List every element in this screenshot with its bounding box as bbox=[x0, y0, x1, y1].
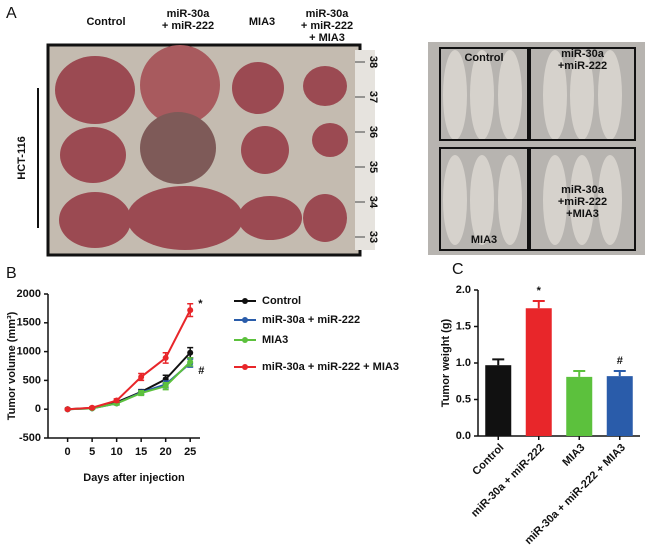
label-line: MIA3 bbox=[249, 16, 275, 28]
label-line: miR-30a bbox=[561, 48, 605, 60]
label-line: +miR-222 bbox=[558, 60, 607, 72]
y-tick-label: 1.0 bbox=[456, 357, 471, 369]
marker bbox=[187, 349, 194, 356]
y-tick-label: -500 bbox=[19, 432, 41, 444]
marker bbox=[138, 373, 145, 380]
ruler-number: 36 bbox=[367, 126, 379, 138]
y-axis-label: Tumor weight (g) bbox=[440, 318, 452, 407]
x-tick-label: 0 bbox=[65, 446, 71, 458]
x-tick-label: Control bbox=[470, 442, 506, 478]
ruler bbox=[355, 50, 375, 250]
legend-marker bbox=[242, 364, 248, 370]
marker bbox=[162, 354, 169, 361]
bar bbox=[566, 376, 593, 436]
y-tick-label: 1.5 bbox=[456, 320, 471, 332]
row-label: HCT-116 bbox=[16, 136, 28, 179]
marker bbox=[89, 404, 96, 411]
label-line: + miR-222 bbox=[301, 20, 353, 32]
group-box bbox=[439, 147, 529, 251]
marker bbox=[187, 307, 194, 314]
bar bbox=[485, 365, 512, 436]
marker bbox=[138, 390, 145, 397]
annotation: # bbox=[198, 365, 204, 377]
error-bar bbox=[492, 358, 505, 366]
x-axis-label: Days after injection bbox=[83, 472, 185, 484]
label-line: miR-30a bbox=[306, 8, 350, 20]
error-bar bbox=[573, 370, 586, 377]
ruler-number: 33 bbox=[367, 231, 379, 243]
legend-marker bbox=[242, 337, 248, 343]
bar bbox=[525, 308, 552, 436]
y-axis-label: Tumor volume (mm³) bbox=[6, 311, 18, 420]
panel-label: A bbox=[6, 5, 17, 22]
label-line: miR-30a bbox=[561, 184, 605, 196]
x-tick-label: miR-30a + miR-222 bbox=[469, 442, 547, 520]
series-line bbox=[67, 362, 191, 411]
x-tick-label: 15 bbox=[135, 446, 147, 458]
x-tick-label: 10 bbox=[111, 446, 123, 458]
label-line: Control bbox=[464, 52, 503, 64]
label-line: + miR-222 bbox=[162, 20, 214, 32]
marker bbox=[187, 358, 194, 365]
error-bar bbox=[532, 299, 545, 309]
y-tick-label: 2000 bbox=[17, 288, 41, 300]
label-line: Control bbox=[86, 16, 125, 28]
y-tick-label: 2.0 bbox=[456, 284, 471, 296]
x-tick-label: 20 bbox=[160, 446, 172, 458]
legend-label: Control bbox=[262, 295, 301, 307]
y-tick-label: 0.5 bbox=[456, 393, 471, 405]
panel-label: C bbox=[452, 261, 464, 278]
legend-label: miR-30a + miR-222 bbox=[262, 314, 360, 326]
marker bbox=[64, 406, 71, 413]
label-line: + MIA3 bbox=[309, 32, 345, 44]
y-tick-label: 0.0 bbox=[456, 430, 471, 442]
error-bar bbox=[613, 370, 626, 377]
label-line: miR-30a bbox=[167, 8, 211, 20]
legend-label: miR-30a + miR-222 + MIA3 bbox=[262, 361, 399, 373]
label-line: +MIA3 bbox=[566, 208, 599, 220]
y-tick-label: 1500 bbox=[17, 317, 41, 329]
y-tick-label: 500 bbox=[23, 374, 41, 386]
y-tick-label: 1000 bbox=[17, 346, 41, 358]
y-tick-label: 0 bbox=[35, 403, 41, 415]
ruler-number: 34 bbox=[367, 196, 379, 209]
annotation: * bbox=[537, 285, 542, 297]
series-line bbox=[67, 309, 192, 411]
ruler-number: 38 bbox=[367, 56, 379, 68]
label-line: +miR-222 bbox=[558, 196, 607, 208]
marker bbox=[162, 383, 169, 390]
ruler-number: 35 bbox=[367, 161, 379, 173]
series-line bbox=[67, 361, 191, 411]
legend-label: MIA3 bbox=[262, 334, 288, 346]
panel-label: B bbox=[6, 265, 17, 282]
x-tick-label: 5 bbox=[89, 446, 95, 458]
bar bbox=[606, 376, 633, 436]
x-tick-label: 25 bbox=[184, 446, 196, 458]
annotation: * bbox=[198, 298, 203, 310]
x-tick-label: MIA3 bbox=[560, 442, 587, 469]
tumors bbox=[55, 45, 348, 250]
mice bbox=[443, 50, 622, 245]
legend-marker bbox=[242, 317, 248, 323]
annotation: # bbox=[617, 355, 623, 367]
marker bbox=[113, 397, 120, 404]
group-box bbox=[439, 47, 529, 141]
group-box bbox=[529, 147, 636, 251]
ruler-number: 37 bbox=[367, 91, 379, 103]
legend-marker bbox=[242, 298, 248, 304]
group-box bbox=[529, 47, 636, 141]
label-line: MIA3 bbox=[471, 234, 497, 246]
